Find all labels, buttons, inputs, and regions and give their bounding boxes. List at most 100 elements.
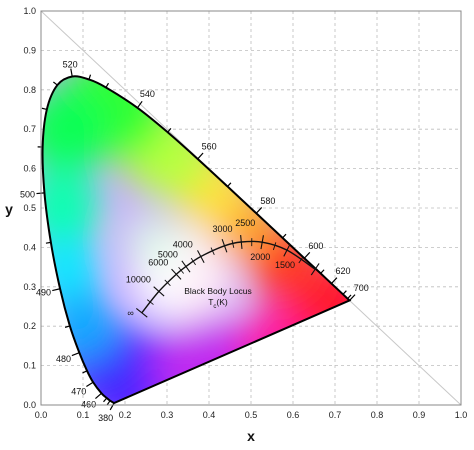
wavelength-tick [45,241,51,244]
y-axis-title: y [5,201,13,217]
temperature-label: 4000 [173,240,193,250]
y-tick-label: 1.0 [23,6,36,16]
temperature-minor-tick [178,266,184,274]
y-tick-label: 0.1 [23,361,36,371]
y-tick-label: 0.5 [23,203,36,213]
x-tick-label: 0.4 [203,410,216,420]
wavelength-tick [70,68,73,77]
wavelength-label: 380 [98,413,113,423]
wavelength-ticks [36,68,356,411]
locus-subtitle-sub: c [213,304,216,310]
color-blob [48,291,118,362]
x-tick-label: 0.7 [329,410,342,420]
wavelength-label: 480 [56,354,71,364]
wavelength-tick [227,182,232,187]
temperature-tick [260,235,264,250]
wavelength-tick [347,294,352,300]
temperature-tick [221,239,228,253]
temperature-minor-tick [298,256,304,264]
wavelength-tick [88,74,92,80]
wavelength-label: 600 [308,241,323,251]
temperature-label: ∞ [127,308,133,318]
wavelength-label: 460 [81,399,96,409]
wavelength-tick [105,82,110,88]
wavelength-label: 520 [63,60,78,70]
wavelength-tick [103,397,108,403]
y-axis-tick-labels: 0.0 0.1 0.2 0.3 0.4 0.5 0.6 0.7 0.8 0.9 1.0 [23,6,36,410]
wavelength-tick [330,277,338,284]
wavelength-tick [320,269,325,274]
wavelength-tick [86,381,94,388]
y-tick-label: 0.0 [23,400,36,410]
x-tick-label: 0.1 [77,410,90,420]
temperature-label: 5000 [158,249,178,259]
color-blob [120,209,181,270]
temperature-minor-tick [164,279,171,286]
wavelength-tick [167,128,172,133]
wavelength-tick [41,107,47,111]
wavelength-label: 490 [36,288,51,298]
x-tick-label: 0.2 [119,410,132,420]
plot-frame [40,10,462,406]
wavelength-tick [109,402,115,411]
wavelength-tick [342,290,347,295]
temperature-tick [240,234,243,250]
temperature-tick [135,308,148,318]
x-tick-label: 0.6 [287,410,300,420]
y-tick-label: 0.2 [23,321,36,331]
temperature-label: 3000 [212,224,232,234]
black-body-locus-subtitle: Tc(K) [208,297,228,310]
x-tick-label: 0.0 [35,410,48,420]
wavelength-tick [136,100,143,109]
x-axis-title: x [247,428,255,444]
temperature-minor-tick [146,299,154,305]
locus-subtitle-tail: (K) [216,297,228,307]
wavelength-tick [36,192,45,195]
temperature-minor-tick [231,239,235,248]
x-tick-label: 0.3 [161,410,174,420]
temperature-tick [153,286,165,297]
temperature-tick [283,243,291,257]
temperature-minor-tick [210,247,215,255]
temperature-tick [171,268,182,280]
wavelength-label: 470 [71,386,86,396]
temperature-tick [310,263,320,276]
wavelength-tick [53,81,58,86]
x-tick-label: 1.0 [455,410,468,420]
y-tick-label: 0.6 [23,164,36,174]
wavelength-tick [95,392,102,399]
temperature-label: 6000 [148,257,168,267]
temperature-label: 1500 [275,260,295,270]
y-tick-label: 0.4 [23,242,36,252]
wavelength-label: 560 [202,141,217,151]
wavelength-label: 580 [260,196,275,206]
y-tick-label: 0.8 [23,85,36,95]
wavelength-tick [282,233,287,239]
color-blob [179,256,239,317]
wavelength-tick [349,294,356,301]
wavelength-label: 540 [140,89,155,99]
temperature-label: 2500 [235,218,255,228]
y-tick-label: 0.7 [23,124,36,134]
temperature-tick [197,250,205,263]
color-blob [42,168,102,248]
wavelength-label: 500 [20,189,35,199]
x-tick-label: 0.8 [371,410,384,420]
wavelength-label: 620 [336,266,351,276]
temperature-label: 2000 [250,252,270,262]
gamut-blend [42,76,350,404]
temperature-tick [181,260,191,273]
wavelength-tick [82,370,88,374]
x-axis-tick-labels: 0.0 0.1 0.2 0.3 0.4 0.5 0.6 0.7 0.8 0.9 1.0 [35,410,468,420]
temperature-minor-tick [190,257,196,266]
axes [40,10,462,406]
locus-subtitle-main: T [208,297,213,307]
wavelength-tick [255,207,263,214]
y-tick-label: 0.3 [23,282,36,292]
wavelength-tick [71,352,80,357]
x-tick-label: 0.9 [413,410,426,420]
x-tick-label: 0.5 [245,410,258,420]
